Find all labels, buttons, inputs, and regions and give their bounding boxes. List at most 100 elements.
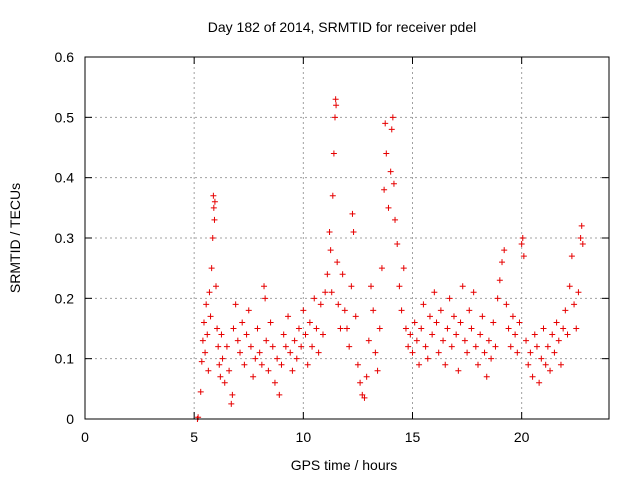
data-point <box>306 319 313 326</box>
data-point <box>208 265 215 272</box>
data-point <box>263 337 270 344</box>
data-point <box>544 343 551 350</box>
data-point <box>383 150 390 157</box>
data-point <box>328 289 335 296</box>
data-point <box>392 216 399 223</box>
data-point <box>302 331 309 338</box>
data-point <box>407 331 414 338</box>
data-point <box>475 361 481 368</box>
data-point <box>531 331 538 338</box>
x-tick-label: 20 <box>514 429 530 445</box>
data-point <box>578 222 585 229</box>
data-point <box>372 349 379 356</box>
data-point <box>378 265 385 272</box>
data-point <box>459 283 466 290</box>
data-point <box>349 210 356 217</box>
data-point <box>207 313 214 320</box>
data-point <box>485 337 492 344</box>
x-tick-label: 10 <box>296 429 312 445</box>
data-point <box>352 313 359 320</box>
data-point <box>389 114 396 121</box>
data-point <box>341 307 348 314</box>
data-point <box>203 301 210 308</box>
data-point <box>533 343 540 350</box>
data-point <box>313 325 320 332</box>
data-point <box>520 253 527 260</box>
data-point <box>398 307 405 314</box>
data-point <box>346 343 353 350</box>
data-point <box>553 319 560 326</box>
data-point <box>390 180 397 187</box>
data-point <box>411 319 418 326</box>
data-point <box>479 313 486 320</box>
data-point <box>368 283 375 290</box>
data-point <box>382 120 389 127</box>
data-point <box>409 349 416 356</box>
data-point <box>464 349 471 356</box>
data-point <box>444 325 451 332</box>
data-point <box>232 301 239 308</box>
x-tick-label: 15 <box>405 429 421 445</box>
data-point <box>332 96 339 103</box>
data-point <box>568 253 575 260</box>
data-point <box>243 331 250 338</box>
grid-lines <box>85 57 609 419</box>
data-point <box>250 373 257 380</box>
axis-ticks: 0 0.1 0.2 0.3 0.4 0.5 0.6 0 5 10 15 20 <box>55 49 609 445</box>
data-point <box>252 355 259 362</box>
data-point <box>205 367 212 374</box>
data-point <box>370 307 377 314</box>
data-point <box>357 379 364 386</box>
data-point <box>271 379 278 386</box>
data-point <box>387 168 394 175</box>
x-axis-label: GPS time / hours <box>291 457 398 473</box>
data-point <box>262 295 269 302</box>
data-point <box>577 235 584 241</box>
data-point <box>416 361 423 368</box>
data-point <box>315 349 322 356</box>
data-point <box>319 331 326 338</box>
data-point <box>311 295 318 302</box>
data-point <box>400 265 407 272</box>
data-point <box>210 204 217 211</box>
data-point <box>396 283 403 290</box>
data-point <box>333 102 340 109</box>
data-point <box>228 400 235 407</box>
data-point <box>512 331 519 338</box>
data-point <box>295 325 302 332</box>
data-point <box>274 355 281 362</box>
data-point <box>560 325 567 332</box>
data-point <box>538 355 545 362</box>
data-point <box>457 319 464 326</box>
data-point <box>483 373 490 380</box>
data-point <box>258 361 265 368</box>
data-point <box>433 319 440 326</box>
data-point <box>361 394 368 401</box>
data-point <box>501 247 508 254</box>
data-point <box>237 349 244 356</box>
data-point <box>213 283 219 290</box>
data-point <box>418 325 425 332</box>
data-point <box>413 337 420 344</box>
data-point <box>575 289 582 296</box>
y-tick-label: 0.1 <box>55 351 75 367</box>
data-point <box>461 337 468 344</box>
data-point <box>503 301 510 308</box>
data-point <box>448 343 455 350</box>
data-point <box>394 241 401 248</box>
data-point <box>223 343 230 350</box>
data-point <box>450 313 457 320</box>
y-tick-label: 0.4 <box>55 170 75 186</box>
data-point <box>435 349 442 356</box>
y-axis-label: SRMTID / TECUs <box>7 183 23 293</box>
data-point <box>440 337 447 344</box>
data-point <box>557 361 564 368</box>
data-point <box>523 337 530 344</box>
data-point <box>291 337 298 344</box>
data-point <box>298 343 305 350</box>
data-point <box>278 361 285 368</box>
data-point <box>402 325 409 332</box>
data-point <box>573 325 580 332</box>
data-point <box>350 228 357 235</box>
data-point <box>287 349 294 356</box>
